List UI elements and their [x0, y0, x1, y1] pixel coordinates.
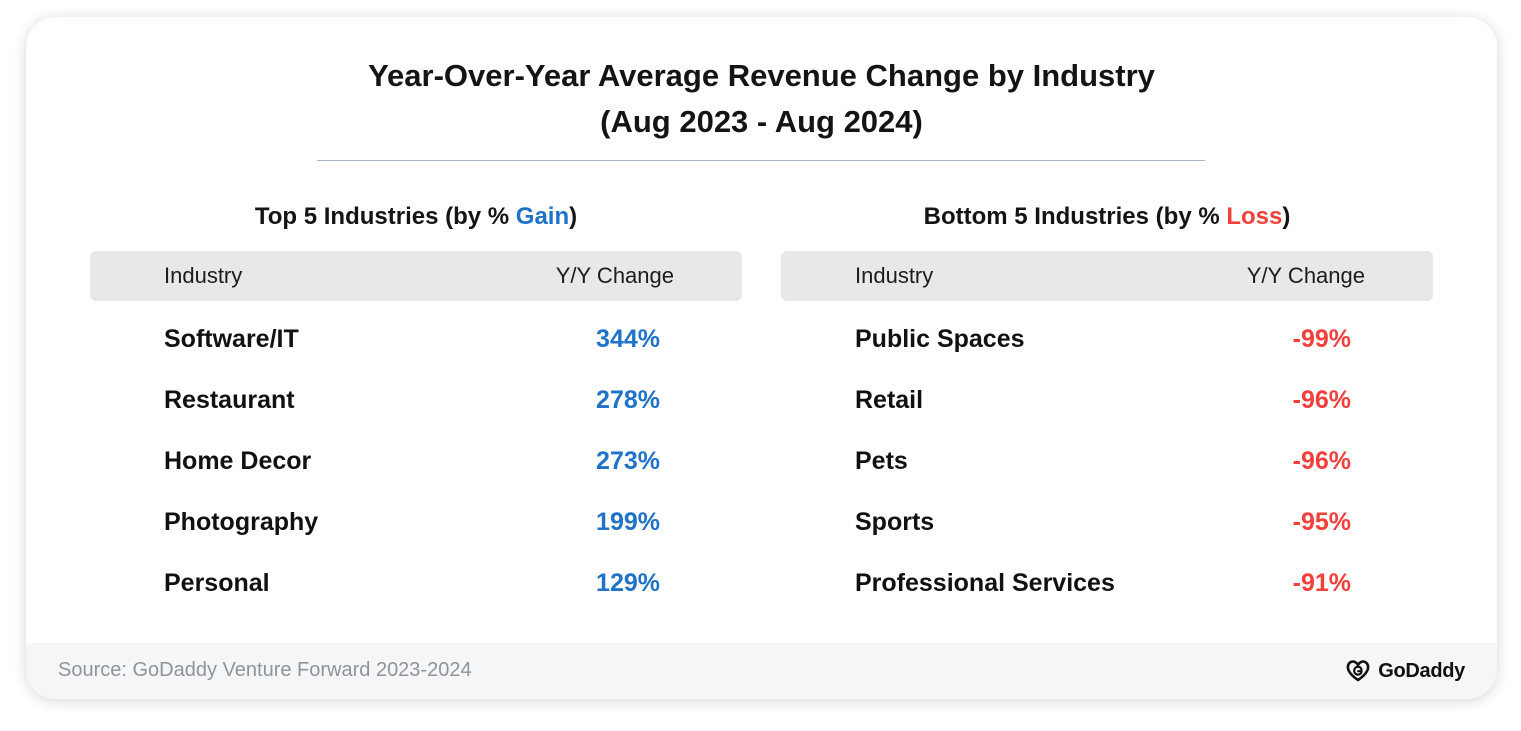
table-row: Sports -95% — [781, 502, 1433, 563]
footer: Source: GoDaddy Venture Forward 2023-202… — [26, 643, 1497, 699]
table-row: Home Decor 273% — [90, 441, 742, 502]
brand-name: GoDaddy — [1378, 659, 1465, 682]
infographic-card: Year-Over-Year Average Revenue Change by… — [26, 17, 1497, 699]
change-value: 199% — [596, 508, 660, 536]
change-value: -96% — [1292, 386, 1351, 414]
source-note: Source: GoDaddy Venture Forward 2023-202… — [58, 659, 472, 681]
table-row: Software/IT 344% — [90, 319, 742, 380]
industry-name: Retail — [855, 386, 924, 414]
table-row: Personal 129% — [90, 563, 742, 624]
change-value: -96% — [1292, 447, 1351, 475]
title-divider — [317, 160, 1205, 161]
heading-gain-word: Gain — [515, 203, 570, 230]
industry-name: Pets — [855, 447, 908, 475]
industry-name: Restaurant — [164, 386, 295, 414]
table-body: Public Spaces -99% Retail -96% Pets -96%… — [781, 319, 1433, 624]
industry-name: Public Spaces — [855, 325, 1025, 353]
change-value: 273% — [596, 447, 660, 475]
heading-suffix: ) — [569, 203, 578, 230]
table-row: Photography 199% — [90, 502, 742, 563]
change-value: 129% — [596, 569, 660, 597]
change-value: 278% — [596, 386, 660, 414]
industry-name: Home Decor — [164, 447, 312, 475]
chart-title-line1: Year-Over-Year Average Revenue Change by… — [368, 58, 1155, 93]
bottom-industries-heading: Bottom 5 Industries (by % Loss) — [781, 201, 1433, 233]
table-row: Retail -96% — [781, 380, 1433, 441]
change-value: 344% — [596, 325, 660, 353]
heading-loss-word: Loss — [1226, 203, 1283, 230]
chart-title-line2: (Aug 2023 - Aug 2024) — [600, 104, 923, 139]
top-industries-panel: Top 5 Industries (by % Gain) Industry Y/… — [90, 201, 742, 597]
industry-name: Photography — [164, 508, 319, 536]
brand-logo: GoDaddy — [1344, 657, 1465, 685]
heading-prefix: Bottom 5 Industries (by % — [923, 203, 1227, 230]
industry-name: Personal — [164, 569, 270, 597]
table-header: Industry Y/Y Change — [781, 251, 1433, 301]
heading-suffix: ) — [1282, 203, 1291, 230]
industry-name: Software/IT — [164, 325, 299, 353]
table-body: Software/IT 344% Restaurant 278% Home De… — [90, 319, 742, 624]
column-header-industry: Industry — [164, 263, 243, 288]
change-value: -95% — [1292, 508, 1351, 536]
top-industries-heading: Top 5 Industries (by % Gain) — [90, 201, 742, 233]
table-row: Pets -96% — [781, 441, 1433, 502]
column-header-industry: Industry — [855, 263, 934, 288]
godaddy-logo-icon — [1344, 659, 1372, 683]
column-header-change: Y/Y Change — [555, 263, 674, 288]
change-value: -99% — [1292, 325, 1351, 353]
change-value: -91% — [1292, 569, 1351, 597]
column-header-change: Y/Y Change — [1246, 263, 1365, 288]
table-row: Public Spaces -99% — [781, 319, 1433, 380]
table-header: Industry Y/Y Change — [90, 251, 742, 301]
bottom-industries-panel: Bottom 5 Industries (by % Loss) Industry… — [781, 201, 1433, 597]
heading-prefix: Top 5 Industries (by % — [254, 203, 516, 230]
table-row: Professional Services -91% — [781, 563, 1433, 624]
table-row: Restaurant 278% — [90, 380, 742, 441]
chart-title: Year-Over-Year Average Revenue Change by… — [26, 53, 1497, 145]
industry-name: Professional Services — [855, 569, 1115, 597]
industry-name: Sports — [855, 508, 935, 536]
